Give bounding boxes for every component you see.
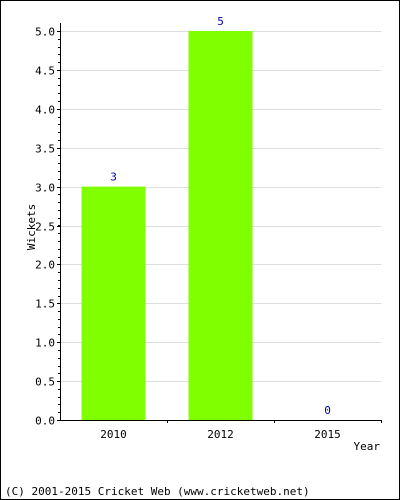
data-label-2012: 5 bbox=[217, 15, 224, 28]
y-tick-labels: 0.0 0.5 1.0 1.5 2.0 2.5 3.0 3.5 4.0 4.5 5.0 bbox=[35, 26, 55, 428]
axes bbox=[57, 23, 382, 423]
x-tick-labels: 2010 2012 2015 bbox=[100, 428, 341, 441]
bar-2010 bbox=[81, 186, 146, 420]
x-axis-label: Year bbox=[354, 440, 381, 453]
x-tick-label: 2012 bbox=[207, 428, 234, 441]
y-tick-label: 4.5 bbox=[35, 65, 55, 78]
x-tick-label: 2010 bbox=[100, 428, 127, 441]
y-tick-label: 1.5 bbox=[35, 298, 55, 311]
bar-2012 bbox=[188, 31, 253, 420]
y-tick-label: 4.0 bbox=[35, 104, 55, 117]
y-tick-label: 5.0 bbox=[35, 26, 55, 39]
data-label-2010: 3 bbox=[110, 171, 117, 184]
data-labels: 3 5 0 bbox=[110, 15, 331, 417]
y-tick-label: 3.0 bbox=[35, 182, 55, 195]
y-tick-label: 2.5 bbox=[35, 221, 55, 234]
data-label-2015: 0 bbox=[324, 404, 331, 417]
y-tick-label: 2.0 bbox=[35, 259, 55, 272]
y-tick-label: 0.5 bbox=[35, 376, 55, 389]
y-tick-label: 0.0 bbox=[35, 415, 55, 428]
bars bbox=[81, 31, 253, 420]
y-tick-label: 1.0 bbox=[35, 337, 55, 350]
y-tick-label: 3.5 bbox=[35, 143, 55, 156]
copyright-footer: (C) 2001-2015 Cricket Web (www.cricketwe… bbox=[5, 485, 310, 498]
x-tick-label: 2015 bbox=[314, 428, 341, 441]
y-axis-label: Wickets bbox=[25, 204, 38, 250]
